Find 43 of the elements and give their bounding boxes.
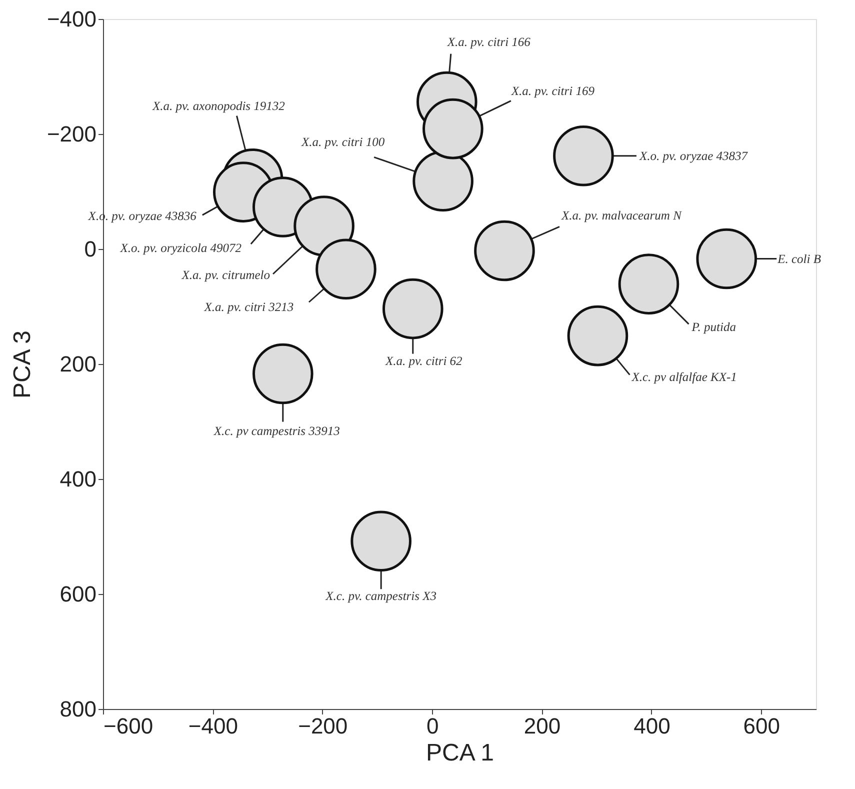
- annotation: X.a. pv. citri 169: [510, 84, 596, 98]
- point: [696, 228, 758, 290]
- annotation: X.c. pv campestris 33913: [212, 424, 340, 438]
- x-tick-label: −600: [104, 714, 154, 738]
- y-tick-label: 600: [60, 582, 96, 606]
- annotation: X.a. pv. axonopodis 19132: [152, 98, 285, 113]
- annotation: X.a. pv. malvacearum N: [560, 208, 682, 223]
- annotation: X.o. pv. oryzicola 49072: [119, 241, 242, 256]
- point: [474, 220, 535, 282]
- x-axis-title: PCA 1: [426, 740, 494, 766]
- x-tick-label: −400: [188, 714, 238, 738]
- y-axis-title: PCA 3: [8, 330, 36, 399]
- annotation: X.a. pv. citri 3213: [203, 300, 294, 314]
- y-tick-label: −200: [46, 122, 96, 146]
- annotation: X.o. pv. oryzae 43837: [638, 148, 748, 163]
- y-tick-label: 200: [60, 352, 96, 376]
- x-tick-label: 200: [524, 714, 561, 738]
- x-tick-label: 0: [426, 714, 439, 738]
- point: [618, 254, 680, 314]
- annotation: X.c. pv. campestris X3: [324, 589, 436, 604]
- annotation: X.a. pv. citri 62: [384, 354, 462, 368]
- point: [252, 343, 314, 404]
- point: [412, 150, 474, 212]
- point: [553, 126, 614, 186]
- point: [350, 510, 412, 572]
- x-tick-label: −200: [298, 714, 348, 738]
- y-tick-label: 400: [60, 466, 96, 492]
- x-tick-label: 600: [743, 714, 780, 738]
- x-tick-label: 400: [634, 714, 670, 738]
- y-tick-label: 800: [60, 696, 96, 722]
- annotation: X.a. pv. citri 100: [300, 135, 386, 150]
- annotation: X.a. pv. citrumelo: [180, 268, 270, 282]
- point: [316, 238, 376, 300]
- point: [382, 278, 444, 340]
- annotation: X.c. pv alfalfae KX-1: [630, 370, 737, 384]
- y-tick-label: −400: [46, 6, 96, 32]
- annotation: X.a. pv. citri 166: [446, 34, 532, 49]
- point: [567, 305, 628, 366]
- point: [422, 98, 484, 160]
- y-tick-label: 0: [84, 236, 96, 262]
- point: [294, 196, 354, 256]
- annotation: E. coli B: [776, 252, 822, 266]
- annotation: P. putida: [690, 320, 736, 334]
